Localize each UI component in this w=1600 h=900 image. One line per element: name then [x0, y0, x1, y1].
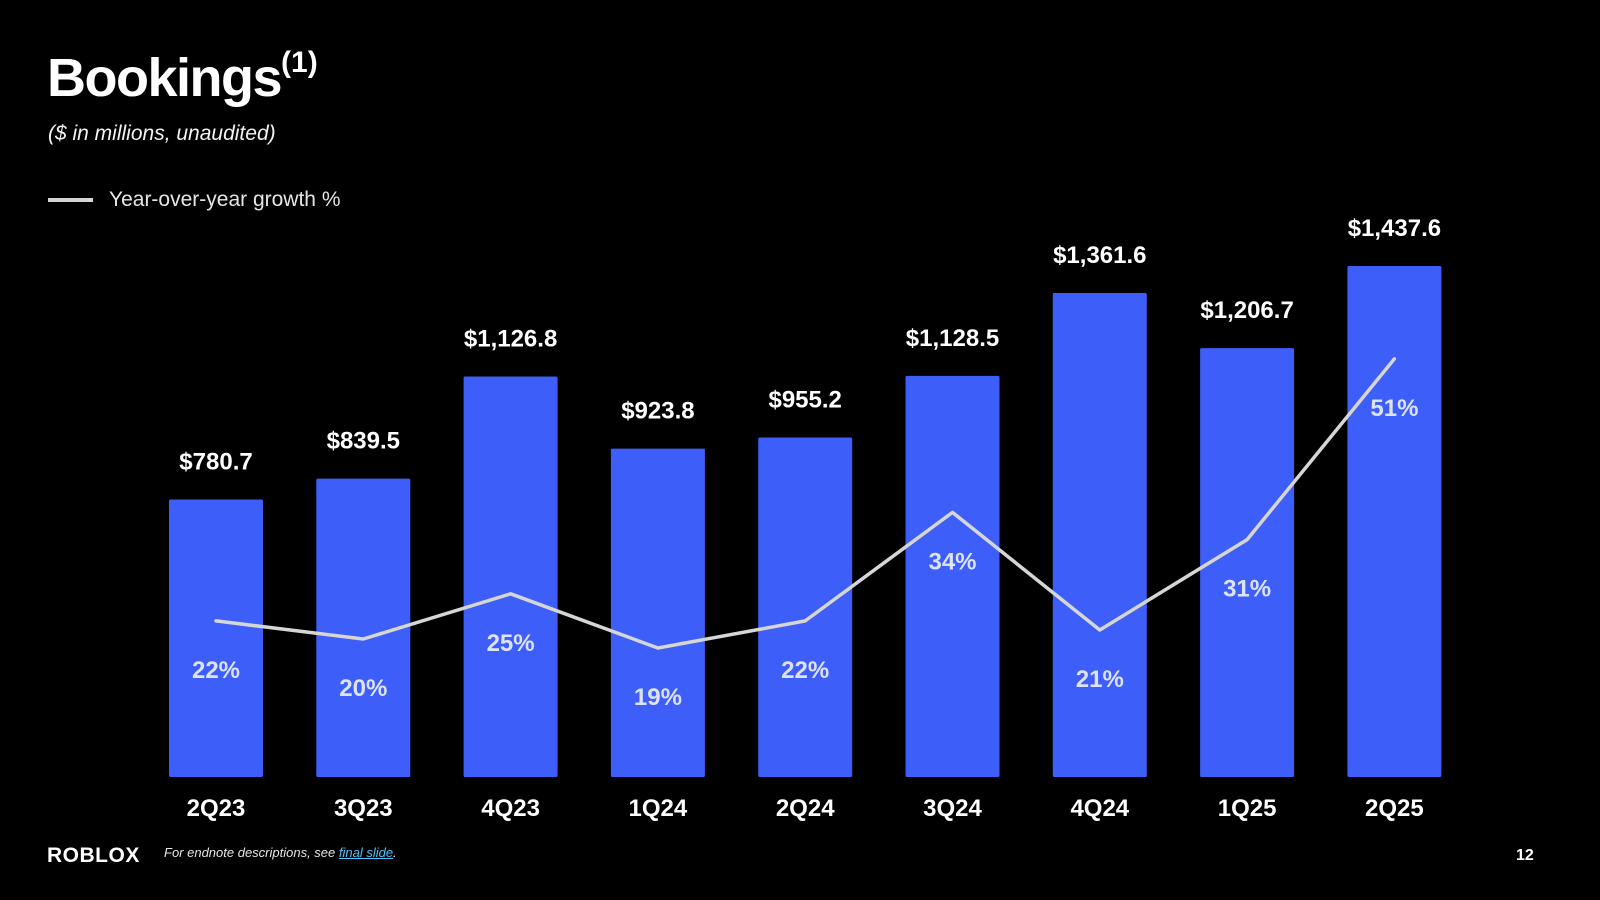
bar-1Q24 [610, 448, 705, 777]
bar-value-label-4Q24: $1,361.6 [1053, 242, 1146, 269]
growth-label-4Q23: 25% [487, 630, 535, 657]
x-tick-label-3Q23: 3Q23 [334, 795, 393, 822]
bars-layer [169, 266, 1442, 777]
bar-3Q24 [905, 375, 1000, 777]
bar-1Q25 [1200, 348, 1295, 777]
growth-line [214, 357, 1397, 650]
x-tick-label-4Q23: 4Q23 [481, 795, 540, 822]
x-tick-label-2Q25: 2Q25 [1365, 795, 1424, 822]
bar-2Q24 [758, 437, 853, 777]
labels-layer: $780.7 2Q23 22% $839.5 3Q23 20% $1,126.8 4Q23 25… [179, 215, 1441, 822]
growth-label-1Q25: 31% [1223, 576, 1271, 603]
roblox-logo: ROBLOX [47, 844, 140, 867]
bar-value-label-3Q23: $839.5 [327, 428, 400, 455]
bar-4Q23 [463, 376, 558, 777]
bar-2Q25 [1347, 266, 1442, 777]
growth-label-2Q24: 22% [781, 657, 829, 684]
title-footnote-marker: (1) [281, 46, 318, 79]
bar-2Q23 [169, 499, 263, 777]
page-subtitle: ($ in millions, unaudited) [48, 122, 276, 145]
growth-line-layer [214, 357, 1397, 650]
bar-value-label-2Q23: $780.7 [179, 449, 252, 476]
x-tick-label-1Q24: 1Q24 [629, 795, 688, 822]
bar-3Q23 [316, 478, 411, 777]
x-tick-label-1Q25: 1Q25 [1218, 795, 1277, 822]
x-tick-label-4Q24: 4Q24 [1070, 795, 1129, 822]
footnote: For endnote descriptions, see final slid… [164, 845, 397, 860]
bar-value-label-2Q24: $955.2 [768, 387, 841, 414]
bar-value-label-1Q25: $1,206.7 [1200, 297, 1293, 324]
legend-line-label: Year-over-year growth % [109, 188, 341, 211]
bar-4Q24 [1052, 293, 1147, 777]
page-title: Bookings(1) [47, 46, 318, 108]
growth-label-4Q24: 21% [1076, 666, 1124, 693]
chart-legend: Year-over-year growth % [48, 188, 341, 212]
bar-value-label-1Q24: $923.8 [621, 398, 694, 425]
bar-value-label-3Q24: $1,128.5 [906, 325, 999, 352]
bar-value-label-2Q25: $1,437.6 [1348, 215, 1441, 242]
page-number: 12 [1516, 847, 1534, 864]
growth-label-3Q23: 20% [339, 675, 387, 702]
growth-label-2Q25: 51% [1370, 395, 1418, 422]
title-text: Bookings [47, 48, 283, 108]
growth-label-1Q24: 19% [634, 684, 682, 711]
footnote-prefix: For endnote descriptions, see [164, 845, 339, 860]
growth-label-3Q24: 34% [928, 548, 976, 575]
x-tick-label-2Q23: 2Q23 [187, 795, 246, 822]
footnote-suffix: . [393, 845, 397, 860]
legend-line-swatch [48, 198, 93, 202]
final-slide-link[interactable]: final slide [338, 845, 394, 860]
bar-value-label-4Q23: $1,126.8 [464, 326, 557, 353]
x-tick-label-3Q24: 3Q24 [923, 795, 982, 822]
growth-label-2Q23: 22% [192, 657, 240, 684]
x-tick-label-2Q24: 2Q24 [776, 795, 835, 822]
